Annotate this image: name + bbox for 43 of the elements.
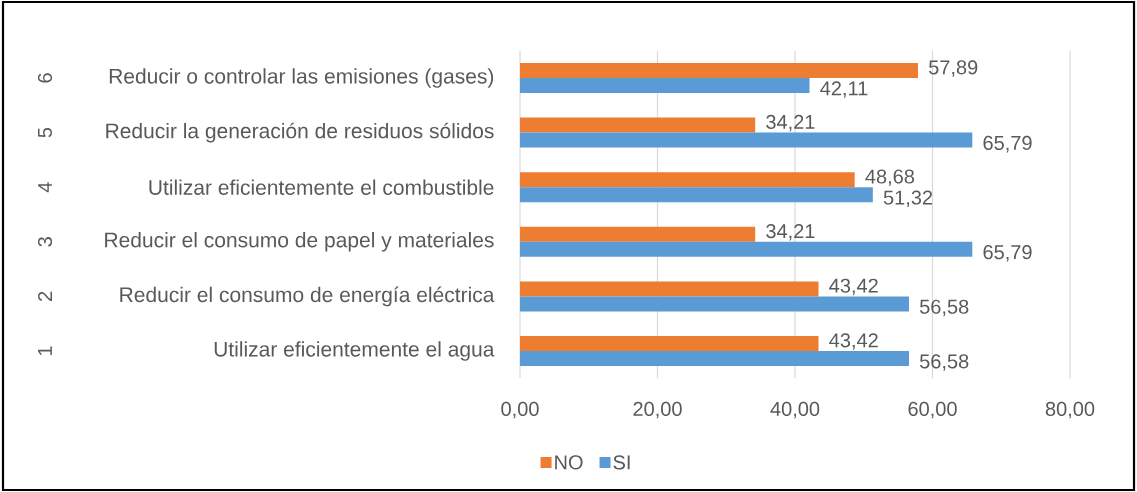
x-tick-label: 40,00: [770, 401, 820, 419]
legend-label: NO: [555, 455, 583, 470]
bar: [520, 132, 973, 148]
bar: [520, 226, 756, 242]
data-label: 43,42: [829, 278, 878, 296]
data-label: 51,32: [883, 190, 933, 207]
x-tick-label: 60,00: [908, 401, 957, 419]
text: 1: [38, 346, 52, 356]
x-tick-label: 0,00: [501, 401, 539, 419]
text: 2: [38, 291, 52, 301]
bar: [520, 281, 819, 297]
data-label: 57,89: [928, 60, 978, 77]
text: 4: [38, 182, 52, 193]
data-label: 56,58: [919, 354, 969, 371]
bar: [520, 78, 810, 94]
data-label: 43,42: [829, 333, 878, 350]
y-tick-label: Reducir o controlar las emisiones (gases): [109, 68, 494, 88]
data-label: 65,79: [983, 245, 1032, 262]
x-tick-label: 20,00: [633, 401, 682, 419]
data-label: 42,11: [820, 81, 868, 98]
data-label: 65,79: [983, 135, 1032, 153]
y-tick-label: Utilizar eficientemente el agua: [214, 341, 495, 361]
y-tick-label: Utilizar eficientemente el combustible: [149, 179, 494, 195]
y-tick-label: Reducir la generación de residuos sólidos: [106, 122, 494, 143]
data-label: 34,21: [766, 224, 815, 241]
text: 5: [38, 127, 52, 138]
x-tick-label: 80,00: [1045, 401, 1095, 419]
bar: [520, 62, 918, 79]
data-label: 34,21: [766, 114, 815, 132]
bar: [520, 117, 756, 133]
bar: [520, 172, 855, 188]
bar: [520, 187, 873, 203]
data-label: 48,68: [865, 169, 915, 186]
bar: [520, 296, 909, 312]
y-tick-label: Reducir el consumo de energía eléctrica: [120, 286, 495, 307]
bar: [520, 241, 973, 257]
legend-label: SI: [613, 455, 630, 470]
bar: [520, 335, 819, 351]
data-label: 56,58: [919, 299, 969, 317]
bar: [520, 351, 909, 367]
text: 3: [37, 237, 53, 247]
y-tick-label: Reducir el consumo de papel y materiales: [105, 232, 494, 252]
text: 6: [37, 73, 53, 83]
